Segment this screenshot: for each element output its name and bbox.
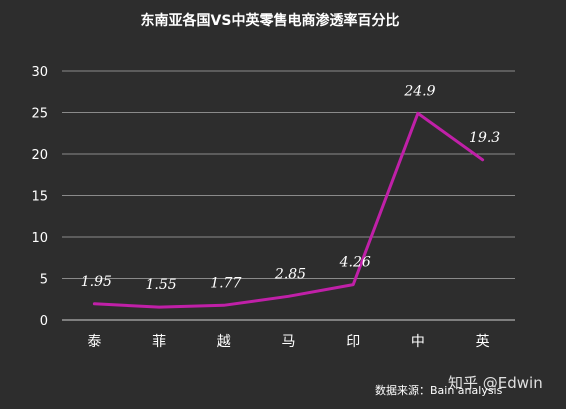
y-tick-label: 15	[31, 190, 48, 205]
x-tick-label: 越	[217, 334, 231, 350]
x-tick-label: 英	[476, 333, 490, 350]
y-tick-label: 0	[40, 314, 48, 329]
series-line	[92, 111, 485, 309]
source-note: 数据来源：Bain analysis	[375, 383, 503, 397]
y-tick-label: 20	[31, 148, 48, 163]
series	[92, 111, 485, 309]
data-label: 19.3	[469, 130, 500, 146]
data-label: 2.85	[274, 266, 306, 282]
x-tick-label: 菲	[152, 334, 166, 350]
data-label: 4.26	[339, 255, 371, 271]
y-tick-label: 30	[31, 65, 48, 80]
watermark: 知乎 @Edwin	[448, 374, 543, 392]
x-tick-label: 印	[346, 334, 360, 350]
y-tick-label: 25	[31, 107, 48, 122]
x-axis: 泰菲越马印中英	[62, 319, 515, 350]
y-tick-label: 5	[40, 273, 48, 288]
y-tick-label: 10	[31, 231, 48, 246]
y-axis: 0 5 10 15 20 25 30	[31, 65, 48, 329]
gridlines	[62, 70, 515, 279]
data-label: 1.95	[81, 274, 112, 290]
data-label: 1.77	[210, 275, 241, 291]
chart-title: 东南亚各国VS中英零售电商渗透率百分比	[141, 12, 400, 29]
x-tick-label: 泰	[87, 334, 101, 350]
x-tick-label: 中	[411, 334, 425, 350]
data-label: 1.55	[145, 277, 176, 293]
data-label: 24.9	[403, 83, 435, 99]
x-tick-label: 马	[282, 334, 296, 350]
data-labels: 1.95 1.55 1.77 2.85 4.26 24.9 19.3	[81, 83, 501, 293]
